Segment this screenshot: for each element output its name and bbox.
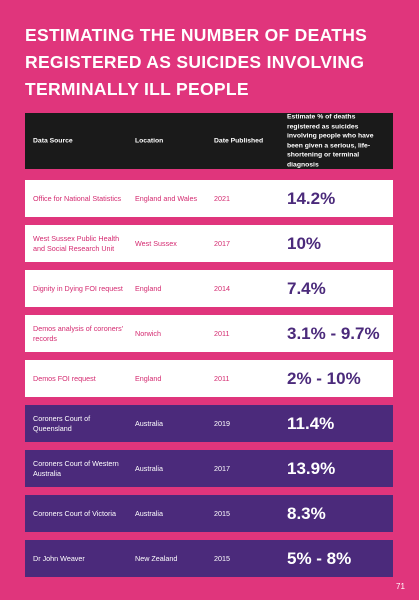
cell-text: England and Wales [135,193,198,203]
estimate: 2% - 10% [287,368,361,388]
estimate: 3.1% - 9.7% [287,323,380,343]
header-cell: Date Published [214,137,264,145]
estimate: 5% - 8% [287,548,352,568]
estimate: 13.9% [287,458,336,478]
cell-text: 2019 [214,418,230,428]
cell-text: 2017 [214,463,230,473]
cell-text: 2011 [214,373,230,383]
cell-text: England [135,283,162,293]
cell-text: Office for National Statistics [33,193,122,203]
cell-text: Australia [135,508,163,518]
estimate: 10% [287,233,322,253]
table-row: Demos FOI request England 2011 2% - 10% [25,360,393,397]
header-cell: Location [135,137,164,145]
header-cell: Estimate % of deaths registered as suici… [287,113,374,169]
table-row: Coroners Court of Victoria Australia 2015 8… [25,495,393,532]
cell-text: West Sussex Public Health and Social Res… [33,233,120,253]
cell-text: 2015 [214,553,230,563]
estimate: 7.4% [287,278,326,298]
cell-text: West Sussex [135,238,177,248]
cell-text: New Zealand [135,553,178,563]
cell-text: England [135,373,162,383]
cell-text: Dr John Weaver [33,553,85,563]
cell-text: 2017 [214,238,230,248]
cell-text: Norwich [135,328,161,338]
table-row: Dignity in Dying FOI request England 2014 7… [25,270,393,307]
table-row: Coroners Court of Western Australia Austr… [25,450,393,487]
cell-text: 2011 [214,328,230,338]
title: ESTIMATING THE NUMBER OF DEATHS REGISTER… [25,25,368,99]
cell-text: 2014 [214,283,230,293]
table-row: Coroners Court of Queensland Australia 201… [25,405,393,442]
cell-text: 2015 [214,508,230,518]
cell-text: Coroners Court of Victoria [33,508,116,518]
estimate: 8.3% [287,503,326,523]
cell-text: Australia [135,463,163,473]
header-row: Data Source Location Date Published Estimat… [25,113,393,169]
cell-text: Australia [135,418,163,428]
table-row: West Sussex Public Health and Social Res… [25,225,393,262]
table-row: Office for National Statistics England an… [25,180,393,217]
page-number: 71 [396,582,405,591]
cell-text: Dignity in Dying FOI request [33,283,123,293]
table-row: Dr John Weaver New Zealand 2015 5% - 8% [25,540,393,577]
cell-text: Demos analysis of coroners' records [33,323,124,343]
estimate: 14.2% [287,188,336,208]
cell-text: Coroners Court of Western Australia [33,458,119,478]
cell-text: 2021 [214,193,230,203]
cell-text: Demos FOI request [33,373,96,383]
table-row: Demos analysis of coroners' records Norwi… [25,315,393,352]
cell-text: Coroners Court of Queensland [33,413,91,433]
estimate: 11.4% [287,413,335,433]
header-cell: Data Source [33,137,73,145]
